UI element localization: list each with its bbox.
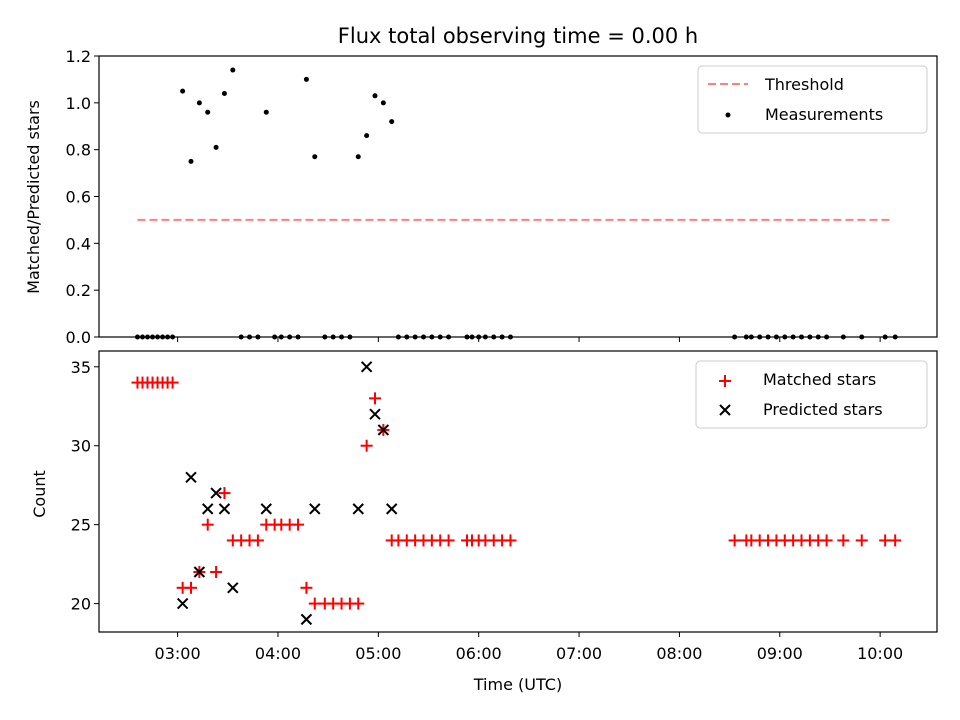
legend-measurements-swatch (725, 112, 731, 118)
predicted-star-marker (176, 597, 189, 610)
predicted-star-marker (386, 503, 398, 515)
matched-star-marker (251, 534, 264, 547)
matched-star-marker (368, 392, 381, 405)
matched-star-marker (308, 597, 321, 610)
predicted-star-marker (300, 613, 313, 626)
measurement-point (230, 67, 236, 73)
bottom-x-tick-label: 03:00 (155, 644, 201, 663)
measurement-point (389, 119, 395, 125)
measurement-point (221, 90, 227, 96)
measurement-point (355, 154, 361, 160)
matched-stars-markers (131, 376, 902, 610)
top-y-axis-label: Matched/Predicted stars (24, 100, 43, 294)
matched-star-marker (184, 581, 197, 594)
matched-star-marker (879, 534, 892, 547)
matched-star-marker (201, 518, 214, 531)
top-y-tick-label: 0.6 (66, 188, 91, 207)
bottom-y-tick-label: 20 (71, 595, 91, 614)
matched-star-marker (352, 597, 365, 610)
bottom-x-tick-label: 05:00 (355, 644, 401, 663)
measurement-point (205, 109, 211, 115)
bottom-y-tick-label: 30 (71, 437, 91, 456)
bottom-x-tick-label: 10:00 (857, 644, 903, 663)
matched-star-marker (504, 534, 517, 547)
bottom-x-tick-label: 04:00 (255, 644, 301, 663)
predicted-star-marker (360, 361, 373, 373)
predicted-star-marker (193, 566, 206, 578)
measurement-point (213, 144, 219, 150)
predicted-stars-markers (176, 361, 398, 626)
matched-star-marker (292, 518, 305, 531)
top-y-tick-label: 1.2 (66, 47, 91, 66)
predicted-star-marker (185, 471, 197, 483)
bottom-x-tick-label: 08:00 (656, 644, 702, 663)
top-y-tick-label: 0.8 (66, 141, 91, 160)
matched-star-marker (218, 487, 231, 500)
predicted-star-marker (352, 503, 364, 515)
top-chart-title: Flux total observing time = 0.00 h (338, 24, 698, 48)
bottom-y-axis-label: Count (30, 470, 49, 518)
top-y-tick-label: 0.4 (66, 234, 91, 253)
matched-star-marker (166, 376, 179, 389)
legend-threshold-label: Threshold (764, 75, 844, 94)
predicted-star-marker (218, 503, 231, 515)
legend-measurements-label: Measurements (765, 105, 883, 124)
measurement-point (196, 100, 202, 106)
top-y-tick-label: 1.0 (66, 94, 91, 113)
top-axis-ticks: 0.0 0.2 0.4 0.6 0.8 1.0 1.2 (66, 47, 881, 347)
measurement-point (303, 76, 309, 82)
bottom-legend: Matched stars Predicted stars (695, 360, 928, 429)
matched-star-marker (837, 534, 850, 547)
predicted-star-marker (260, 503, 272, 515)
bottom-x-tick-label: 07:00 (556, 644, 602, 663)
measurement-point (188, 158, 194, 164)
measurement-point (380, 100, 386, 106)
matched-star-marker (360, 439, 373, 452)
matched-star-marker (855, 534, 868, 547)
top-y-tick-label: 0.2 (66, 281, 91, 300)
predicted-star-marker (227, 582, 239, 594)
matched-star-marker (728, 534, 741, 547)
matched-star-marker (889, 534, 902, 547)
matched-star-marker (820, 534, 833, 547)
bottom-y-tick-label: 25 (71, 516, 91, 535)
predicted-star-marker (377, 424, 390, 436)
top-legend-box (697, 65, 928, 134)
bottom-legend-box (695, 360, 928, 429)
predicted-star-marker (369, 408, 381, 420)
matched-star-marker (442, 534, 455, 547)
predicted-star-marker (202, 503, 214, 515)
predicted-star-marker (309, 503, 321, 515)
legend-matched-label: Matched stars (763, 370, 876, 389)
predicted-star-marker (210, 487, 222, 499)
measurement-point (312, 154, 318, 160)
top-plot-frame (98, 55, 938, 338)
top-legend: Threshold Measurements (697, 65, 928, 134)
measurement-point (364, 133, 370, 139)
bottom-axis-ticks: 20 25 30 35 03:00 04:00 05:00 06:00 07:00 08:00 09… (71, 358, 904, 663)
legend-predicted-swatch (719, 404, 731, 416)
matched-star-marker (210, 566, 223, 579)
bottom-x-tick-label: 09:00 (757, 644, 803, 663)
legend-predicted-label: Predicted stars (763, 400, 883, 419)
measurement-point (180, 88, 186, 94)
bottom-plot-frame (98, 350, 938, 633)
bottom-y-tick-label: 35 (71, 358, 91, 377)
matched-star-marker (300, 581, 313, 594)
bottom-x-tick-label: 06:00 (456, 644, 502, 663)
measurement-point (263, 109, 269, 115)
measurement-point (372, 93, 378, 99)
legend-matched-swatch (719, 375, 731, 387)
top-y-tick-label: 0.0 (66, 328, 91, 347)
x-axis-label: Time (UTC) (473, 675, 562, 694)
